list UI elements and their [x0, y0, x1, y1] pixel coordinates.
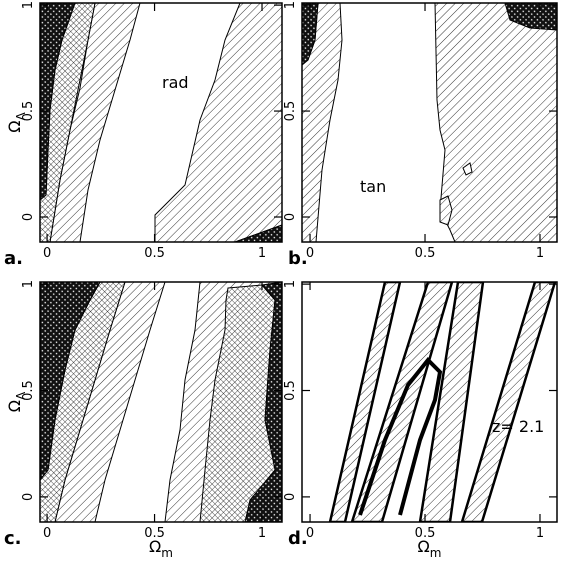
- contours-b: [302, 3, 557, 242]
- x-tick-label: 0.5: [415, 526, 436, 541]
- y-tick-label: 1: [21, 1, 36, 9]
- x-tick-label: 0: [306, 246, 314, 261]
- frame: [39, 2, 283, 243]
- panel-label: d.: [288, 528, 308, 549]
- x-axis-label: Ωm: [149, 537, 173, 560]
- frame: [301, 2, 558, 243]
- x-tick-label: 0: [43, 526, 51, 541]
- panel-label: b.: [288, 248, 308, 269]
- y-tick-label: 1: [21, 280, 36, 288]
- x-tick-label: 1: [258, 246, 266, 261]
- x-tick-label: 0.5: [144, 526, 165, 541]
- y-axis-label: ΩΛ: [5, 391, 28, 412]
- x-axis-label: Ωm: [418, 537, 442, 560]
- panel-label: a.: [4, 248, 23, 269]
- x-tick-label: 0: [43, 246, 51, 261]
- x-axis-label-base: Ω: [149, 537, 161, 556]
- x-axis-label-sub: m: [430, 546, 442, 560]
- y-tick-label: 1: [283, 280, 298, 288]
- y-tick-label: 0.5: [283, 380, 298, 401]
- frame: [301, 281, 558, 523]
- contours-d: [328, 282, 557, 522]
- y-axis-label: ΩΛ: [5, 111, 28, 132]
- y-tick-label: 0.5: [21, 380, 36, 401]
- x-tick-label: 1: [258, 526, 266, 541]
- y-axis-label-sub: Λ: [14, 111, 28, 120]
- annotation: z= 2.1: [492, 417, 544, 436]
- y-axis-label-sub: Λ: [14, 391, 28, 400]
- x-axis-label-base: Ω: [418, 537, 430, 556]
- y-tick-label: 1: [283, 1, 298, 9]
- y-tick-label: 0: [283, 493, 298, 501]
- annotation: rad: [162, 73, 189, 92]
- x-tick-label: 0.5: [415, 246, 436, 261]
- panel-label: c.: [4, 528, 22, 549]
- x-tick-label: 0.5: [144, 246, 165, 261]
- x-tick-label: 1: [536, 526, 544, 541]
- y-axis-label-base: Ω: [5, 120, 24, 132]
- x-tick-label: 1: [536, 246, 544, 261]
- y-tick-label: 0.5: [283, 101, 298, 122]
- contours-c: [40, 282, 282, 522]
- contours-a: [40, 3, 282, 242]
- y-axis-label-base: Ω: [5, 400, 24, 412]
- y-tick-label: 0: [21, 213, 36, 221]
- y-tick-label: 0: [21, 493, 36, 501]
- x-tick-label: 0: [306, 526, 314, 541]
- y-tick-label: 0: [283, 213, 298, 221]
- annotation: tan: [360, 177, 386, 196]
- frame: [39, 281, 283, 523]
- y-tick-label: 0.5: [21, 101, 36, 122]
- x-axis-label-sub: m: [161, 546, 173, 560]
